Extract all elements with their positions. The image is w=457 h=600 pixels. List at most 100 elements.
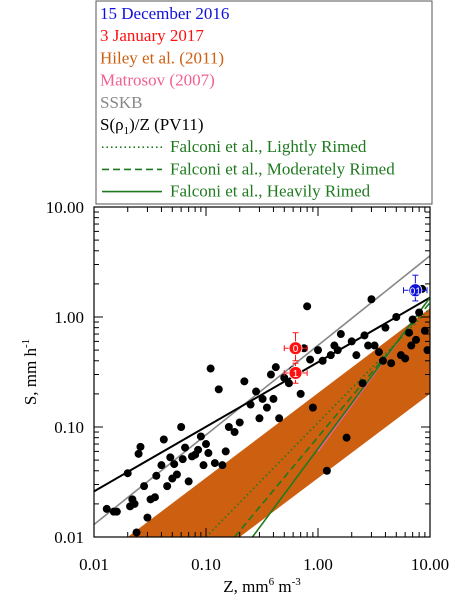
data-point-80 [408,315,417,324]
data-point-24 [181,443,190,452]
data-point-47 [266,370,275,379]
data-point-79 [405,328,414,337]
data-point-21 [172,470,181,479]
data-point-6 [130,499,139,508]
plot-frame [93,206,431,538]
case-label: 01 [410,286,422,297]
legend-entry-0: 15 December 2016 [100,4,229,23]
data-point-35 [214,385,223,394]
data-point-86 [378,356,387,365]
legend-entry-4: SSKB [100,93,143,112]
data-point-29 [196,432,205,441]
data-point-43 [252,387,261,396]
legend-label: S(ρ1)/Z (PV11) [100,115,204,137]
case-dot [408,283,423,298]
data-point-67 [347,337,356,346]
legend-entry-2: Hiley et al. (2011) [100,48,224,67]
x-tick-label-3: 10.00 [411,555,449,574]
hiley-band [127,308,430,537]
legend-label: Falconi et al., Lightly Rimed [170,137,367,156]
data-point-82 [415,308,424,317]
data-point-58 [306,355,315,364]
data-point-55 [296,389,305,398]
data-point-66 [342,433,351,442]
data-point-22 [177,423,186,431]
data-point-72 [370,341,379,350]
case-dot [288,341,303,356]
legend-label: 15 December 2016 [100,4,229,23]
data-point-73 [374,348,383,357]
data-point-28 [194,445,203,454]
legend-entry-5: S(ρ1)/Z (PV11) [100,115,204,137]
x-tick-label-0: 0.01 [79,555,109,574]
x-axis-label: Z, mm6 m-3 [223,576,301,596]
data-point-18 [166,453,175,462]
x-tick-label-2: 1.00 [303,555,333,574]
case-marker-2: 0 [283,332,308,362]
data-point-41 [240,377,249,386]
data-point-48 [269,394,278,403]
data-point-7 [132,528,141,537]
case-label: 1 [293,369,299,380]
y-tick-label-1: 0.10 [54,418,84,437]
data-point-15 [157,461,166,470]
data-point-2 [112,507,121,516]
data-point-64 [333,346,342,355]
case-marker-1: 1 [283,362,308,384]
y-tick-label-3: 10.00 [46,198,84,217]
data-point-76 [392,313,401,321]
data-point-31 [202,440,210,449]
plot-area: 01 1 0 0.01 0.10 1.00 10.00 0.01 0.10 1.00 10.00 [46,198,449,574]
data-point-39 [230,428,239,437]
data-point-71 [367,295,376,304]
data-point-37 [221,447,230,456]
data-point-25 [184,477,193,486]
data-point-49 [271,363,280,372]
series-line-1 [94,296,430,493]
data-point-20 [170,460,179,469]
data-point-78 [401,354,410,363]
y-axis-label: S, mm h-1 [20,339,40,405]
x-tick-label-1: 0.10 [191,555,221,574]
data-point-70 [364,341,373,350]
legend-label: Falconi et al., Moderately Rimed [170,159,395,178]
data-point-10 [140,482,149,491]
case-marker-0: 01 [403,274,428,302]
data-point-69 [358,379,367,388]
data-point-89 [407,341,416,350]
data-point-51 [280,373,289,382]
data-point-46 [262,403,271,412]
data-point-50 [275,414,284,423]
data-point-13 [150,493,159,502]
legend-entry-1: 3 January 2017 [100,26,204,45]
data-point-57 [303,302,312,311]
data-point-68 [352,351,361,360]
legend-entry-7: Falconi et al., Moderately Rimed [102,159,395,178]
y-tick-label-2: 1.00 [54,308,84,327]
data-point-36 [218,461,227,470]
legend: 15 December 2016 3 January 2017 Hiley et … [100,4,395,201]
data-point-87 [360,331,369,340]
data-point-42 [246,400,255,409]
data-point-88 [326,351,335,360]
data-point-38 [224,423,233,431]
y-tick-label-0: 0.01 [54,528,84,547]
data-point-33 [206,364,215,373]
data-point-17 [163,482,172,491]
data-point-62 [322,466,331,475]
data-point-75 [387,359,396,368]
legend-label: Matrosov (2007) [100,71,215,90]
data-point-65 [336,330,345,339]
data-point-44 [255,414,264,423]
data-point-14 [152,471,161,480]
legend-entry-8: Falconi et al., Heavily Rimed [102,182,371,201]
data-point-81 [412,335,421,344]
data-point-0 [102,504,111,513]
data-point-3 [123,469,132,478]
data-point-9 [136,442,145,451]
data-point-8 [134,449,143,458]
data-point-11 [143,513,152,522]
legend-label: Falconi et al., Heavily Rimed [170,182,371,201]
series-line-5 [251,297,430,537]
